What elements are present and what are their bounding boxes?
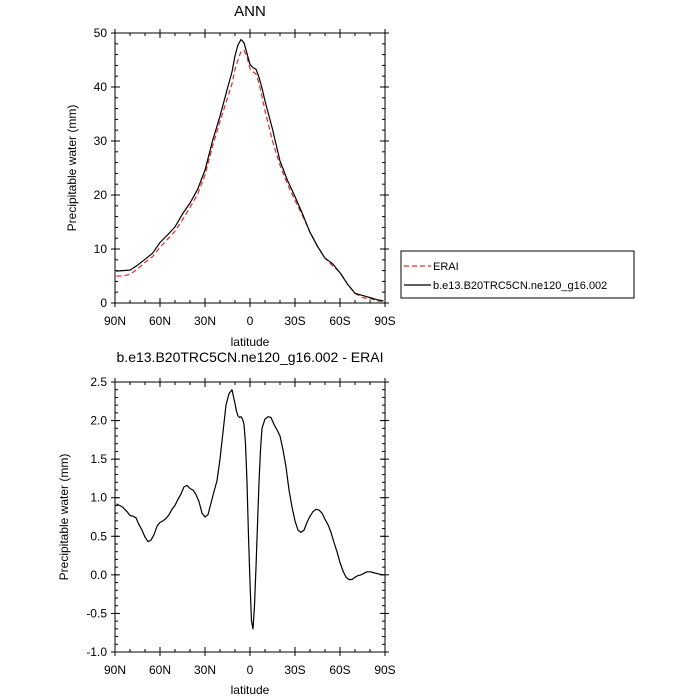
- top-y-tick-label: 50: [94, 26, 108, 40]
- top-x-tick-label: 90N: [104, 314, 126, 328]
- bottom-y-tick-label: 0.0: [90, 568, 107, 582]
- bottom-y-tick-label: 2.0: [90, 414, 107, 428]
- top-plot-frame: [114, 32, 386, 304]
- top-series-line-model: [116, 38, 384, 302]
- bottom-x-tick-label: 30N: [194, 663, 216, 677]
- top-x-tick-label: 30N: [194, 314, 216, 328]
- top-x-tick-label: 60N: [149, 314, 171, 328]
- bottom-series-line-model: [116, 389, 384, 630]
- bottom-x-tick-label: 0: [247, 663, 254, 677]
- legend-label-model: b.e13.B20TRC5CN.ne120_g16.002: [433, 280, 607, 292]
- bottom-y-tick-label: 1.0: [90, 491, 107, 505]
- bottom-x-tick-label: 60S: [329, 663, 350, 677]
- bottom-x-tick-label: 90N: [104, 663, 126, 677]
- bottom-panel: b.e13.B20TRC5CN.ne120_g16.002 - ERAI -1.…: [57, 349, 396, 697]
- top-y-tick-label: 40: [94, 80, 108, 94]
- top-y-tick-label: 10: [94, 242, 108, 256]
- top-y-tick-label: 0: [100, 296, 107, 310]
- legend-box: [400, 250, 635, 299]
- bottom-plot-frame: [114, 381, 386, 653]
- top-panel: ANN 0 10 20 30 40 50 90N 60N 30N 0 30S 60S 90S Prec…: [65, 3, 635, 349]
- top-x-tick-label: 90S: [374, 314, 395, 328]
- top-chart-title: ANN: [234, 3, 266, 20]
- bottom-x-tick-label: 60N: [149, 663, 171, 677]
- legend: ERAI b.e13.B20TRC5CN.ne120_g16.002: [400, 250, 635, 299]
- top-y-tick-label: 20: [94, 188, 108, 202]
- top-x-tick-label: 60S: [329, 314, 350, 328]
- bottom-x-tick-label: 90S: [374, 663, 395, 677]
- top-x-tick-label: 30S: [284, 314, 305, 328]
- bottom-y-tick-label: 0.5: [90, 529, 107, 543]
- bottom-y-tick-label: -1.0: [86, 645, 107, 659]
- top-x-tick-label: 0: [247, 314, 254, 328]
- top-y-axis-label: Precipitable water (mm): [65, 105, 79, 232]
- bottom-x-tick-label: 30S: [284, 663, 305, 677]
- bottom-y-axis-label: Precipitable water (mm): [57, 454, 71, 581]
- top-series-line-erai: [116, 49, 384, 303]
- top-x-axis-label: latitude: [231, 335, 270, 349]
- legend-label-erai: ERAI: [433, 261, 459, 273]
- bottom-x-axis-label: latitude: [231, 683, 270, 697]
- bottom-y-tick-label: 1.5: [90, 452, 107, 466]
- bottom-y-tick-label: 2.5: [90, 375, 107, 389]
- top-y-tick-label: 30: [94, 134, 108, 148]
- bottom-y-tick-label: -0.5: [86, 606, 107, 620]
- bottom-chart-title: b.e13.B20TRC5CN.ne120_g16.002 - ERAI: [117, 349, 384, 365]
